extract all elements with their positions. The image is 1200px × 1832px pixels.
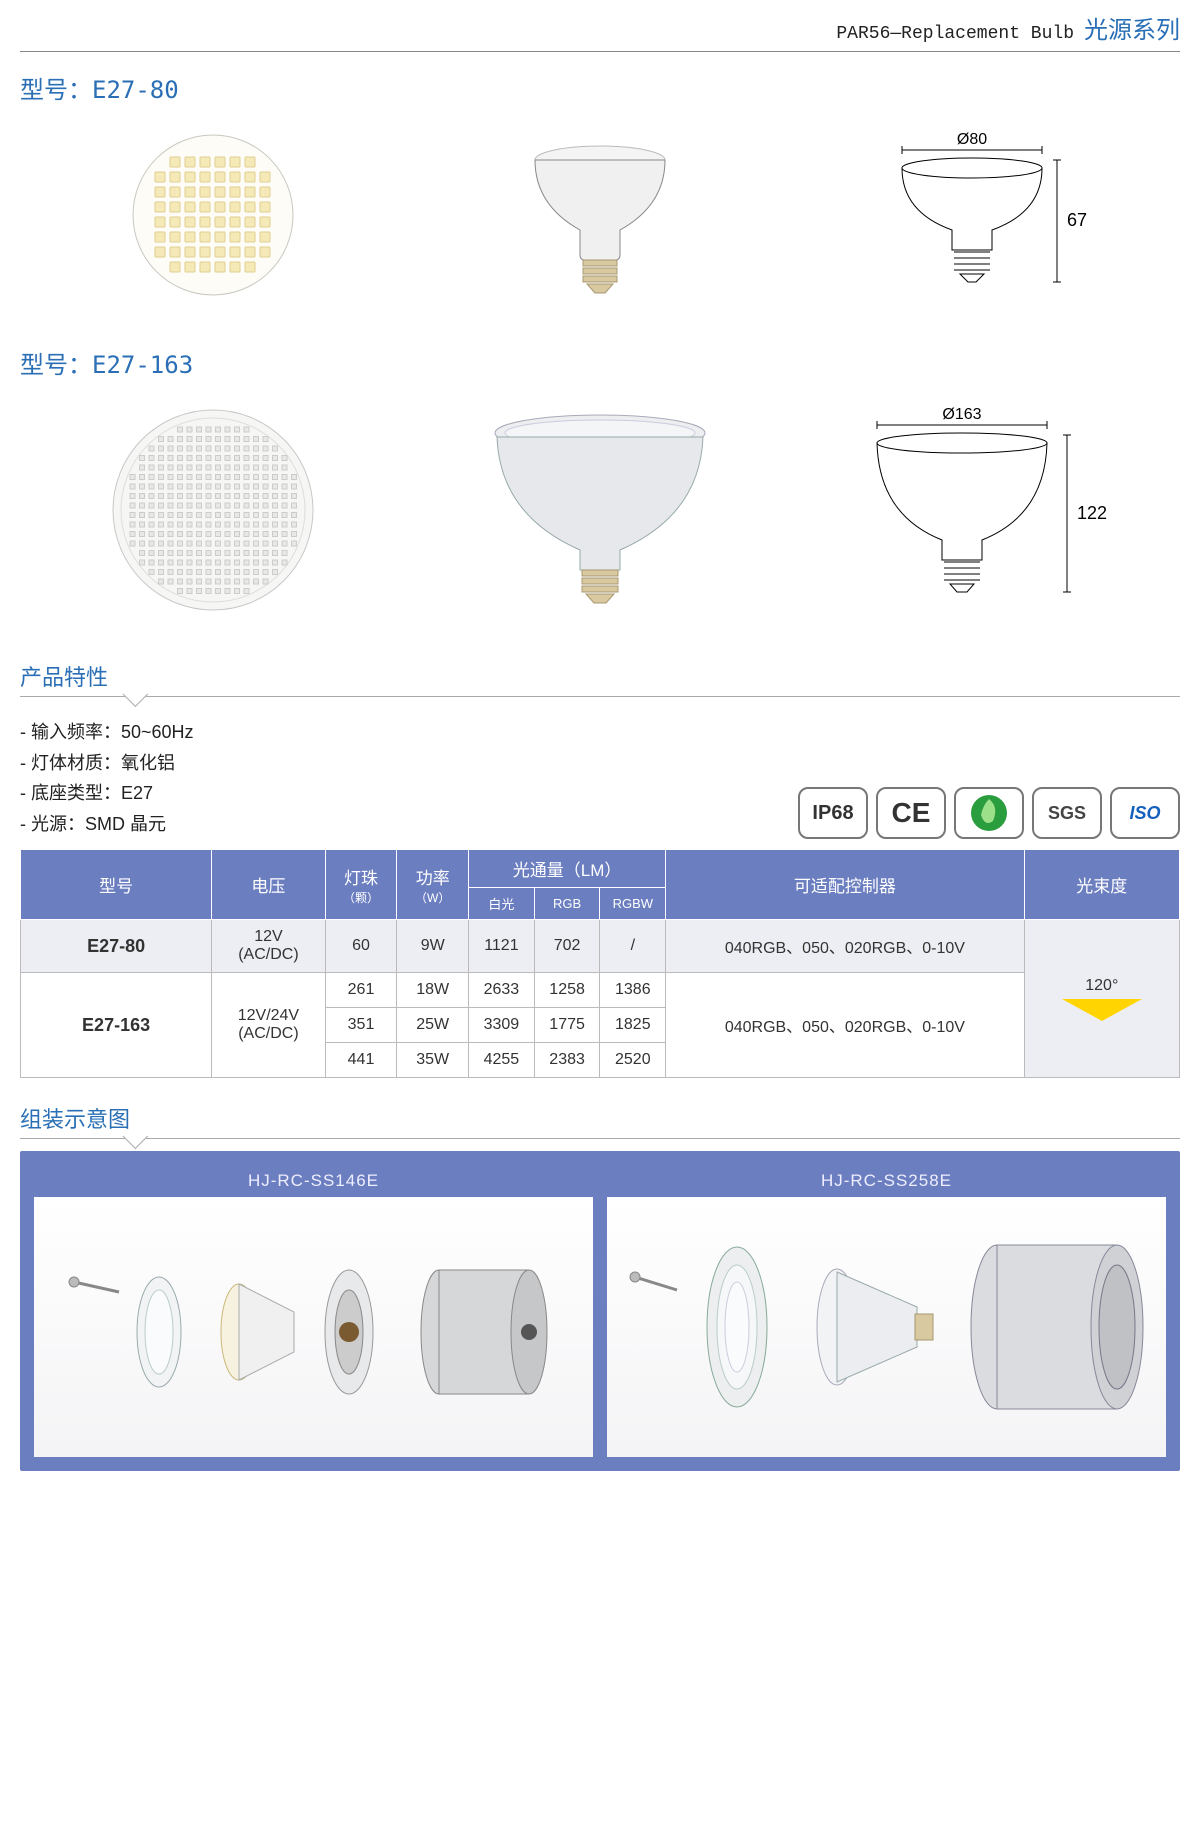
table-row: E27-163 12V/24V (AC/DC) 261 18W 2633 125… [21,973,1180,1008]
cell: 25W [397,1008,469,1043]
th-white: 白光 [469,888,535,920]
cert-iso-icon: ISO [1110,787,1180,839]
model1-row: Ø80 67 [20,115,1180,315]
th-beam: 光束度 [1024,850,1179,920]
header-chinese: 光源系列 [1084,10,1180,45]
assembly-title: 组装示意图 [20,1102,1180,1139]
cell: 4255 [469,1043,535,1078]
features-title: 产品特性 [20,660,1180,697]
cert-ip68-icon: IP68 [798,787,868,839]
cell-ctrl: 040RGB、050、020RGB、0-10V [666,973,1024,1078]
cell: 35W [397,1043,469,1078]
cell: 1386 [600,973,666,1008]
cell: / [600,920,666,973]
th-rgb: RGB [534,888,600,920]
cert-sgs-icon: SGS [1032,787,1102,839]
cell: 60 [325,920,397,973]
cell-voltage: 12V/24V (AC/DC) [212,973,326,1078]
cell-ctrl: 040RGB、050、020RGB、0-10V [666,920,1024,973]
header-english: PAR56—Replacement Bulb [836,24,1074,44]
cell: 1825 [600,1008,666,1043]
cell: 441 [325,1043,397,1078]
assembly-diagram: HJ-RC-SS146E [20,1151,1180,1471]
model2-front-view [20,405,407,615]
model1-side-view [407,135,794,295]
th-voltage: 电压 [212,850,326,920]
feature-item: - 灯体材质：氧化铝 [20,748,194,779]
cell: 2383 [534,1043,600,1078]
assembly-right: HJ-RC-SS258E [607,1165,1166,1457]
cell: 1258 [534,973,600,1008]
beam-triangle-icon [1062,999,1142,1021]
th-controller: 可适配控制器 [666,850,1024,920]
cert-rohs-icon [954,787,1024,839]
assembly-left-image [34,1197,593,1457]
cell: 1121 [469,920,535,973]
assembly-right-image [607,1197,1166,1457]
model2-diameter-label: Ø163 [942,406,981,423]
assembly-left: HJ-RC-SS146E [34,1165,593,1457]
th-model: 型号 [21,850,212,920]
assembly-right-title: HJ-RC-SS258E [607,1165,1166,1197]
feature-item: - 底座类型：E27 [20,778,194,809]
model1-front-view [20,130,407,300]
cell: 2633 [469,973,535,1008]
model2-row: Ø163 122 [20,390,1180,630]
table-row: E27-80 12V (AC/DC) 60 9W 1121 702 / 040R… [21,920,1180,973]
assembly-left-title: HJ-RC-SS146E [34,1165,593,1197]
cell: 1775 [534,1008,600,1043]
certification-row: IP68 CE SGS ISO [798,787,1180,839]
model1-diameter-label: Ø80 [957,131,987,148]
model2-side-view [407,405,794,615]
feature-item: - 输入频率：50~60Hz [20,717,194,748]
cell-voltage: 12V (AC/DC) [212,920,326,973]
cell: 351 [325,1008,397,1043]
model2-label: 型号：E27-163 [20,345,1180,380]
model2-dimension-diagram: Ø163 122 [793,405,1180,615]
th-power: 功率（W） [397,850,469,920]
cell: 3309 [469,1008,535,1043]
cell: 18W [397,973,469,1008]
cell-model: E27-80 [21,920,212,973]
cell: 702 [534,920,600,973]
feature-item: - 光源：SMD 晶元 [20,809,194,840]
cert-ce-icon: CE [876,787,946,839]
th-lumen: 光通量（LM） [469,850,666,888]
model1-height-label: 67 [1067,210,1087,230]
th-leds: 灯珠（颗） [325,850,397,920]
page-header: PAR56—Replacement Bulb 光源系列 [20,0,1180,52]
model1-dimension-diagram: Ø80 67 [793,130,1180,300]
cell-model: E27-163 [21,973,212,1078]
th-rgbw: RGBW [600,888,666,920]
cell: 261 [325,973,397,1008]
model1-label: 型号：E27-80 [20,70,1180,105]
spec-table: 型号 电压 灯珠（颗） 功率（W） 光通量（LM） 可适配控制器 光束度 白光 … [20,849,1180,1078]
cell: 2520 [600,1043,666,1078]
model2-height-label: 122 [1077,503,1107,523]
cell: 9W [397,920,469,973]
cell-beam: 120° [1024,920,1179,1078]
section-arrow-icon [123,682,148,707]
feature-list: - 输入频率：50~60Hz - 灯体材质：氧化铝 - 底座类型：E27 - 光… [20,717,194,839]
